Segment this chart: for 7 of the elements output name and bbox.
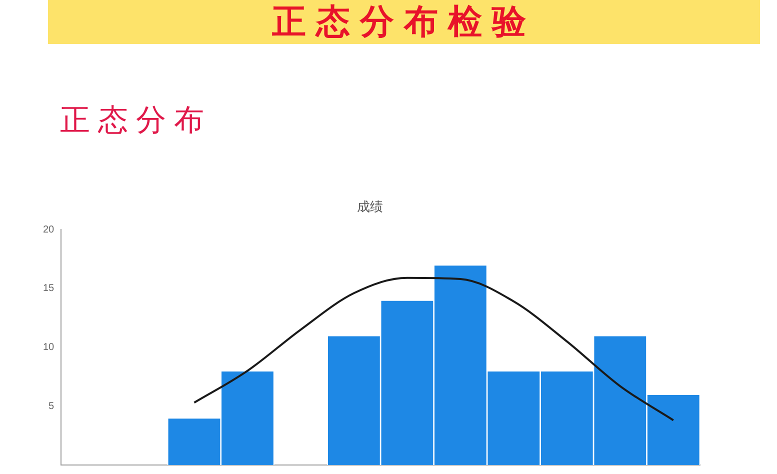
chart-title: 成绩: [357, 200, 383, 216]
y-tick-label: 15: [43, 283, 55, 294]
text: 正态分布: [60, 102, 212, 140]
y-tick-label: 5: [48, 400, 55, 412]
y-tick-label: 10: [43, 342, 55, 354]
text: 正态分布检验: [48, 0, 760, 44]
y-tick-label: 20: [43, 224, 55, 236]
